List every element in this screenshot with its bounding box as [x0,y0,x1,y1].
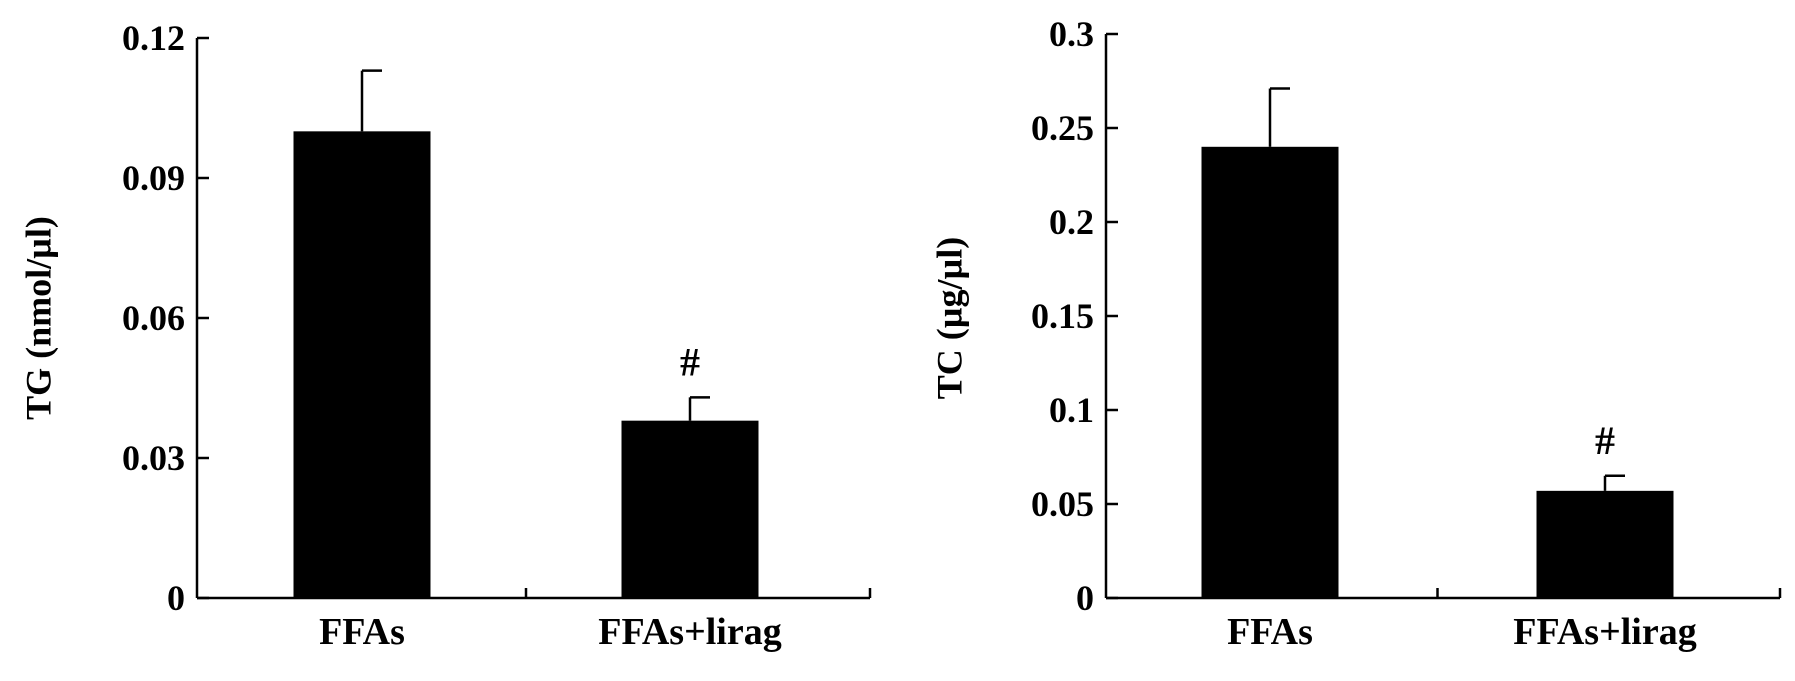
y-axis-title: TC (µg/µl) [929,237,969,399]
bar [1201,146,1339,599]
y-axis-title: TG (nmol/µl) [18,216,58,420]
tc-chart: 0 0.05 0.1 0.15 0.2 0.25 0.3 FFAs # FFAs+lirag TC … [929,14,1782,653]
bar [1536,490,1674,598]
significance-annotation: # [1595,418,1615,463]
category-label: FFAs+lirag [1513,611,1696,653]
y-tick-label: 0.25 [1031,108,1094,148]
category-label: FFAs [1227,611,1313,653]
y-tick-label: 0.3 [1049,14,1094,54]
y-tick-label: 0.1 [1049,390,1094,430]
y-tick-label: 0.09 [122,158,185,198]
y-tick-label: 0.2 [1049,202,1094,242]
y-tick-label: 0.03 [122,438,185,478]
category-label: FFAs [319,611,405,653]
bar [293,131,431,599]
y-tick-label: 0.15 [1031,296,1094,336]
category-label: FFAs+lirag [598,611,781,653]
y-tick-label: 0.05 [1031,484,1094,524]
bar [621,420,759,598]
y-tick-label: 0.06 [122,298,185,338]
tg-chart: 0 0.03 0.06 0.09 0.12 FFAs # FFAs+lirag TG (nmol… [18,18,872,653]
y-tick-label: 0 [1076,578,1094,618]
significance-annotation: # [680,339,700,384]
y-tick-label: 0 [167,578,185,618]
y-tick-label: 0.12 [122,18,185,58]
